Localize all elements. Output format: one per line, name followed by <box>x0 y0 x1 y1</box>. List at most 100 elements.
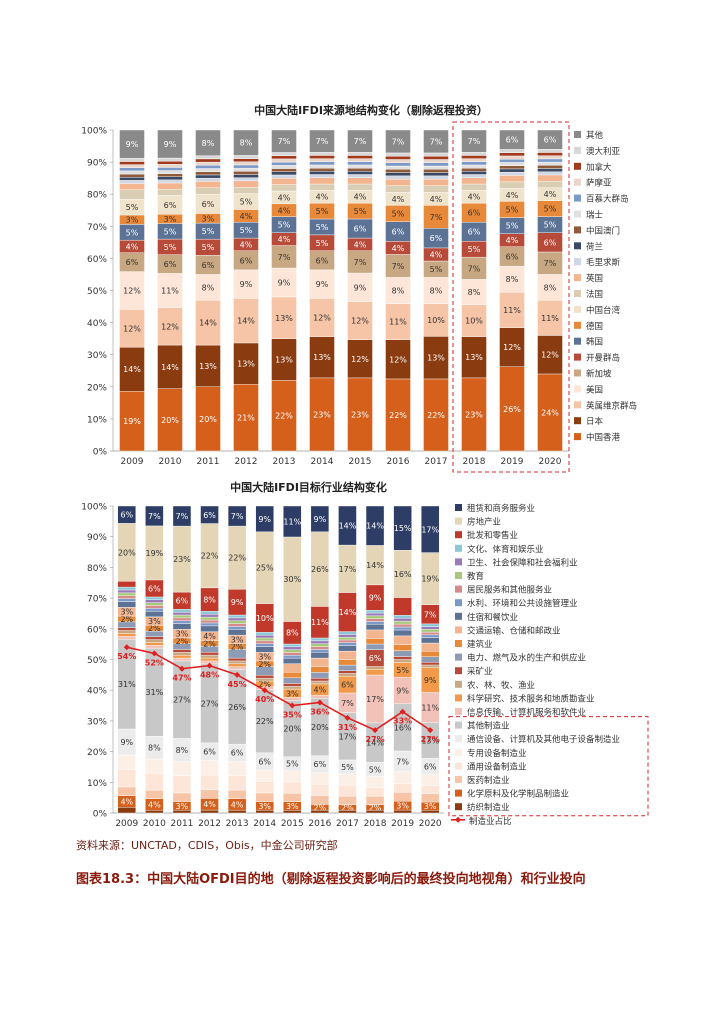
data-label: 14% <box>199 319 217 328</box>
bar-segment <box>195 129 221 156</box>
bar-segment <box>421 626 440 630</box>
legend-label: 卫生、社会保障和社会福利业 <box>467 557 578 568</box>
data-label: 7% <box>231 512 244 521</box>
bar-segment <box>393 620 412 625</box>
data-label: 13% <box>313 353 331 362</box>
bar-segment <box>393 629 412 637</box>
data-label: 7% <box>468 264 481 273</box>
bar-segment <box>255 677 274 682</box>
data-label: 6% <box>120 511 133 520</box>
bar-segment <box>338 796 357 805</box>
bar-segment <box>283 663 302 673</box>
data-label: 4% <box>203 800 216 809</box>
data-label: 9% <box>258 515 271 524</box>
data-label: 5% <box>468 245 481 254</box>
bar-segment <box>365 621 385 625</box>
bar-segment <box>309 269 335 299</box>
data-label: 7% <box>392 137 405 146</box>
line-marker <box>372 727 379 734</box>
data-label: 12% <box>541 351 559 360</box>
bar-segment <box>499 327 525 367</box>
legend-label: 韩国 <box>586 337 603 348</box>
data-label: 4% <box>506 236 519 245</box>
data-label: 11% <box>389 318 407 327</box>
legend-swatch <box>455 762 462 770</box>
bar-segment <box>283 655 302 659</box>
bar-segment <box>423 303 449 337</box>
data-label: 6% <box>148 584 161 593</box>
bar-segment <box>117 505 136 524</box>
data-label: 3% <box>396 802 409 811</box>
data-label: 12% <box>503 343 521 352</box>
bar-segment <box>338 664 357 671</box>
data-label: 13% <box>427 354 445 363</box>
y-tick-label: 30% <box>87 351 107 361</box>
data-label: 22% <box>201 552 219 561</box>
data-label: 12% <box>389 355 407 364</box>
data-label: 5% <box>316 223 329 232</box>
data-label: 6% <box>430 234 443 243</box>
source-structure-chart: 中国大陆IFDI来源地结构变化（剔除返程投资） 0% 10% 20% 30% 40% 50%… <box>81 103 637 473</box>
legend-label: 澳大利亚 <box>586 146 621 157</box>
data-label: 2% <box>341 803 354 812</box>
bar-segment <box>385 339 411 380</box>
bar-segment <box>421 631 440 636</box>
legend-swatch <box>574 194 581 202</box>
bar-segment <box>200 613 219 618</box>
legend-swatch <box>455 517 462 525</box>
data-label: 5% <box>392 210 405 219</box>
data-label: 24% <box>541 408 559 417</box>
bar-segment <box>200 774 219 790</box>
bar-segment <box>421 623 440 627</box>
bar-segment <box>421 629 440 633</box>
data-label: 6% <box>176 597 189 606</box>
line-marker <box>206 662 213 669</box>
bar-segment <box>117 636 136 640</box>
bar-segment <box>119 391 145 452</box>
bar-segment <box>117 754 136 770</box>
bar-segment <box>283 770 302 783</box>
data-label: 5% <box>240 226 253 235</box>
bar-segment <box>365 610 385 614</box>
data-label: 4% <box>506 191 519 200</box>
data-label: 13% <box>465 353 483 362</box>
data-label: 6% <box>203 511 216 520</box>
bar-segment <box>233 129 259 156</box>
data-label: 6% <box>240 256 253 265</box>
data-label: 3% <box>286 689 299 698</box>
bar-segment <box>393 771 412 784</box>
legend-label: 加拿大 <box>586 162 612 173</box>
data-label: 17% <box>339 732 357 741</box>
legend-swatch <box>455 667 462 675</box>
bar-segment <box>255 646 274 653</box>
data-label: 8% <box>202 283 215 292</box>
data-label: 15% <box>394 524 412 533</box>
legend-swatch <box>574 369 581 377</box>
legend-swatch <box>574 353 581 361</box>
bar-segment <box>227 614 247 619</box>
data-label: 7% <box>316 137 329 146</box>
bar-segment <box>537 335 563 375</box>
legend-swatch <box>455 531 462 539</box>
bar-segment <box>310 657 330 667</box>
x-tick-label: 2013 <box>273 457 296 467</box>
legend-swatch <box>455 585 462 593</box>
bar-segment <box>117 627 136 631</box>
bar-segment <box>145 610 164 618</box>
data-label: 7% <box>396 757 409 766</box>
legend-label: 其他 <box>586 130 604 141</box>
data-label: 7% <box>148 512 161 521</box>
data-label: 22% <box>427 411 445 420</box>
data-label: 25% <box>256 564 274 573</box>
line-data-label: 54% <box>117 652 136 661</box>
bar-segment <box>233 384 259 452</box>
y-tick-label: 10% <box>87 415 107 425</box>
data-label: 5% <box>430 265 443 274</box>
bar-segment <box>200 789 219 799</box>
data-label: 4% <box>231 800 244 809</box>
line-data-label: 31% <box>338 723 357 732</box>
bar-segment <box>283 652 302 656</box>
data-label: 17% <box>366 695 384 704</box>
data-label: 8% <box>148 744 161 753</box>
data-label: 2% <box>369 803 382 812</box>
